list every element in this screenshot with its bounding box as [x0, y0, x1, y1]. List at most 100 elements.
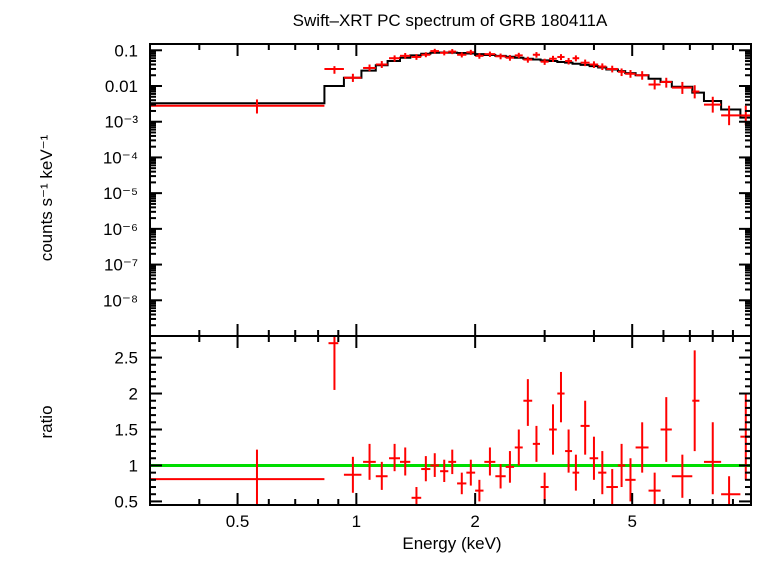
spectrum-data-point	[150, 99, 325, 114]
ratio-data-point	[703, 422, 722, 495]
spectrum-data-point	[606, 65, 618, 73]
spectrum-data-point	[692, 85, 700, 99]
spectrum-data-point	[466, 49, 476, 55]
ratio-data-point	[421, 456, 431, 482]
ratio-data-point	[389, 443, 400, 472]
x-tick-label: 0.5	[226, 512, 250, 531]
spectrum-data-point	[411, 54, 422, 60]
spectrum-data-point	[448, 49, 457, 55]
top-y-tick-label: 0.1	[114, 41, 138, 60]
spectrum-data-point	[399, 52, 411, 59]
ratio-data-point	[411, 487, 422, 505]
spectrum-data-point	[572, 55, 580, 62]
ratio-data-point	[598, 451, 607, 495]
plot-layer: 0.5 1 2 5 0.1 0.01 10⁻³ 10⁻⁴ 10⁻⁵ 10⁻⁶ 10⁻⁷ 10⁻⁸ 0.5…	[103, 41, 752, 531]
ratio-data-point	[660, 397, 672, 462]
bottom-y-tick-label: 2.5	[114, 349, 138, 368]
spectrum-data-point	[389, 55, 400, 62]
spectrum-data-point	[617, 68, 626, 77]
ratio-data-point	[671, 454, 693, 498]
ratio-data-point	[572, 454, 580, 491]
ratio-data-point	[343, 456, 362, 493]
spectrum-data-point	[625, 70, 636, 78]
ratio-data-point	[635, 422, 649, 473]
spectrum-data-point	[540, 58, 549, 65]
ratio-data-point	[457, 472, 467, 495]
top-y-tick-label: 10⁻³	[104, 113, 138, 132]
spectrum-data-point	[484, 51, 496, 57]
ratio-data-point	[150, 449, 325, 505]
spectrum-data-point	[580, 59, 590, 67]
ratio-data-point	[440, 459, 449, 482]
ratio-data-point	[375, 461, 388, 490]
ratio-data-point	[399, 447, 411, 476]
ratio-data-point	[514, 429, 523, 466]
spectrum-data-point	[375, 61, 388, 68]
top-y-tick-label: 10⁻⁷	[104, 256, 138, 275]
spectrum-data-point	[589, 61, 599, 68]
spectrum-data-point	[703, 96, 722, 113]
spectrum-data-point	[523, 56, 533, 63]
bottom-y-tick-label: 1	[129, 456, 138, 475]
spectrum-data-point	[648, 79, 661, 90]
x-tick-label: 5	[627, 512, 636, 531]
ratio-data-point	[617, 443, 626, 488]
spectrum-data-point	[721, 105, 741, 126]
spectrum-data-point	[343, 73, 362, 82]
spectrum-data-point	[598, 63, 607, 71]
chart-title: Swift–XRT PC spectrum of GRB 180411A	[293, 11, 608, 30]
ratio-data-point	[625, 458, 636, 502]
spectrum-data-point	[532, 52, 541, 58]
model-step-line	[150, 51, 751, 119]
spectrum-data-point	[475, 53, 484, 59]
spectrum-data-point	[440, 50, 449, 56]
top-panel-y-axis-label: counts s⁻¹ keV⁻¹	[37, 134, 56, 261]
ratio-data-point	[606, 469, 618, 505]
spectrum-data-point	[557, 54, 565, 61]
ratio-data-point	[448, 449, 457, 475]
bottom-panel-y-axis-label: ratio	[37, 405, 56, 438]
ratio-data-point	[692, 350, 700, 452]
ratio-data-point	[589, 436, 599, 480]
top-y-tick-label: 10⁻⁵	[103, 184, 138, 203]
spectrum-data-point	[549, 55, 557, 62]
ratio-data-point	[430, 453, 440, 477]
x-axis-label: Energy (keV)	[402, 534, 501, 553]
spectrum-data-point	[430, 48, 440, 54]
top-y-tick-label: 0.01	[105, 77, 138, 96]
bottom-y-tick-label: 2	[129, 385, 138, 404]
ratio-data-point	[475, 479, 484, 502]
ratio-data-point	[565, 429, 573, 473]
spectrum-data-point	[660, 77, 672, 88]
ratio-data-point	[363, 443, 376, 480]
ratio-data-point	[328, 336, 339, 390]
ratio-data-point	[549, 404, 557, 455]
bottom-panel-plot-area	[150, 336, 751, 505]
top-y-tick-label: 10⁻⁸	[103, 291, 138, 310]
ratio-data-point	[540, 472, 549, 502]
spectrum-data-point	[565, 57, 573, 65]
bottom-panel-frame	[149, 335, 752, 506]
bottom-y-tick-label: 0.5	[114, 492, 138, 511]
top-panel-plot-area	[150, 48, 751, 126]
spectrum-data-point	[495, 53, 506, 60]
ratio-data-point	[523, 379, 533, 426]
top-y-tick-label: 10⁻⁶	[103, 220, 138, 239]
spectrum-data-point	[514, 52, 523, 59]
spectrum-data-point	[505, 54, 515, 61]
spectrum-data-point	[324, 66, 344, 74]
spectrum-data-point	[421, 52, 431, 58]
top-y-tick-label: 10⁻⁴	[103, 148, 138, 167]
ratio-data-point	[648, 472, 661, 505]
spectrum-data-point	[635, 71, 649, 80]
spectrum-data-point	[671, 81, 693, 94]
ratio-data-point	[495, 464, 506, 489]
ratio-data-point	[484, 447, 496, 476]
top-panel-frame	[149, 43, 752, 337]
spectrum-data-point	[457, 52, 467, 58]
ratio-data-point	[557, 371, 565, 423]
x-tick-label: 1	[352, 512, 361, 531]
ratio-data-point	[580, 400, 590, 455]
